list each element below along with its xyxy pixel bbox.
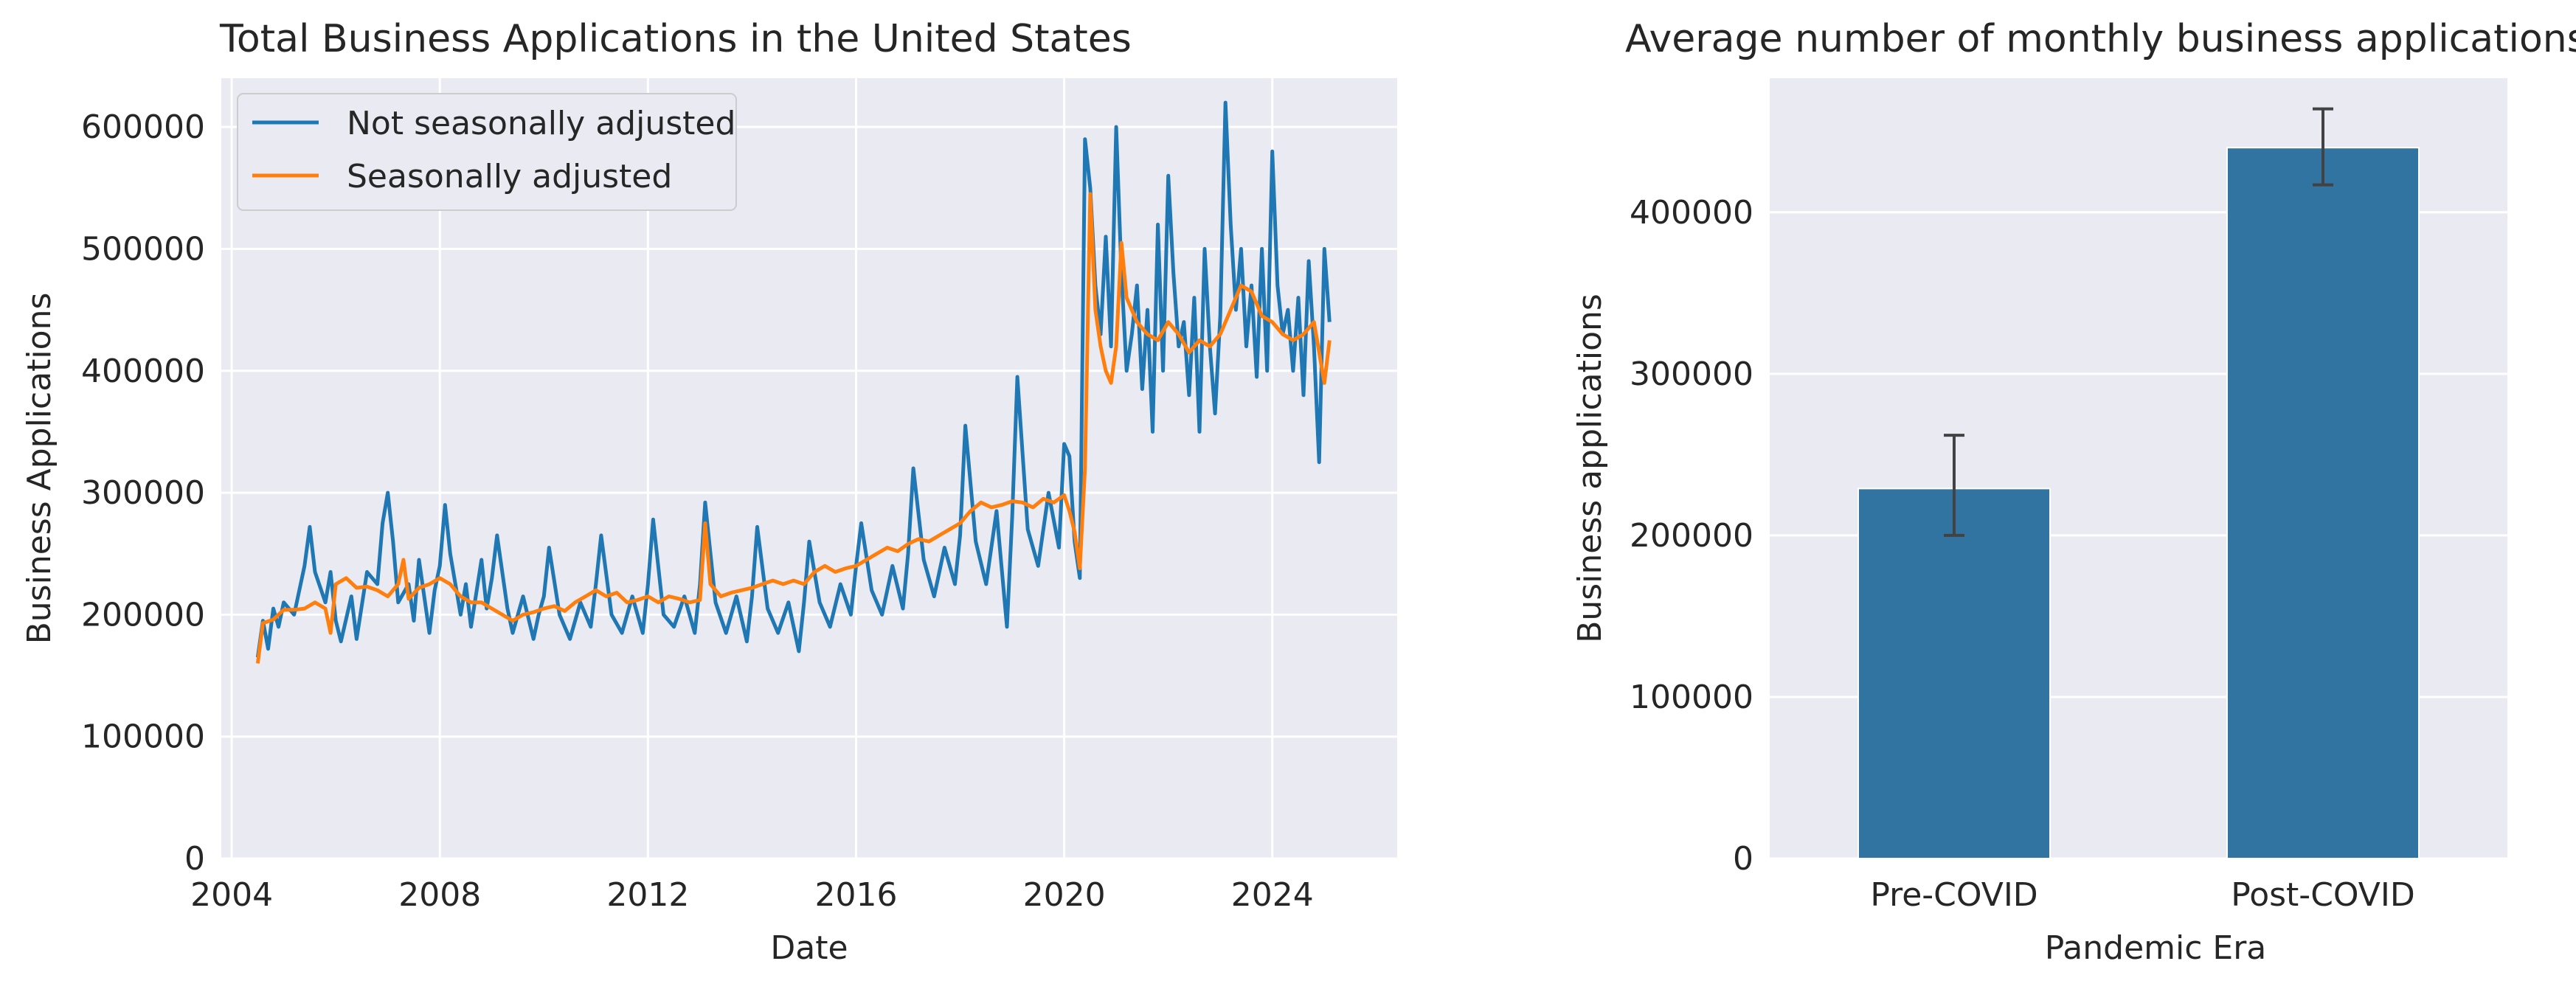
y-tick-label: 100000 [1630, 679, 1753, 716]
y-tick-label: 300000 [81, 474, 205, 512]
bar [2226, 147, 2420, 859]
y-tick-label: 100000 [81, 718, 205, 756]
x-tick-label: 2012 [606, 876, 689, 914]
line-chart-legend: Not seasonally adjusted Seasonally adjus… [237, 93, 737, 211]
x-tick-label: Pre-COVID [1870, 876, 2037, 914]
x-tick-label: 2024 [1231, 876, 1314, 914]
y-tick-label: 500000 [81, 230, 205, 268]
line-chart-x-ticks: 2004 2008 2012 2016 2020 2024 [190, 876, 1314, 914]
x-tick-label: Post-COVID [2231, 876, 2414, 914]
x-tick-label: 2004 [190, 876, 273, 914]
bar [1857, 488, 2051, 860]
y-tick-label: 200000 [1630, 517, 1753, 555]
x-tick-label: 2020 [1023, 876, 1106, 914]
legend-label-not-seasonally-adjusted: Not seasonally adjusted [347, 105, 735, 142]
legend-box [237, 93, 737, 211]
line-chart-y-ticks: 0 100000 200000 300000 400000 500000 600000 [81, 108, 205, 878]
bar-chart-y-axis-label: Business applications [1571, 294, 1609, 643]
series-line-not-seasonally-adjusted [255, 100, 1332, 658]
bar-chart: 0 100000 200000 300000 400000 Pre-COVID Post-… [1571, 17, 2576, 967]
bar-chart-bars [1857, 107, 2420, 860]
line-chart-title: Total Business Applications in the Unite… [219, 17, 1132, 61]
bar-chart-x-ticks: Pre-COVID Post-COVID [1870, 876, 2414, 914]
line-chart-x-axis-label: Date [770, 929, 848, 967]
y-tick-label: 400000 [1630, 194, 1753, 232]
bar-chart-title: Average number of monthly business appli… [1625, 17, 2576, 61]
line-chart-y-axis-label: Business Applications [21, 293, 58, 645]
series-line-seasonally-adjusted [255, 192, 1332, 664]
y-tick-label: 300000 [1630, 355, 1753, 393]
line-chart-series [255, 100, 1332, 664]
line-chart: 0 100000 200000 300000 400000 500000 600000 20… [21, 17, 1397, 967]
y-tick-label: 600000 [81, 108, 205, 146]
legend-label-seasonally-adjusted: Seasonally adjusted [347, 158, 672, 195]
bar-chart-y-ticks: 0 100000 200000 300000 400000 [1630, 194, 1753, 878]
x-tick-label: 2008 [398, 876, 481, 914]
y-tick-label: 0 [184, 840, 205, 878]
y-tick-label: 0 [1733, 840, 1753, 878]
x-tick-label: 2016 [814, 876, 897, 914]
y-tick-label: 400000 [81, 353, 205, 390]
y-tick-label: 200000 [81, 596, 205, 634]
bar-chart-x-axis-label: Pandemic Era [2045, 929, 2267, 967]
